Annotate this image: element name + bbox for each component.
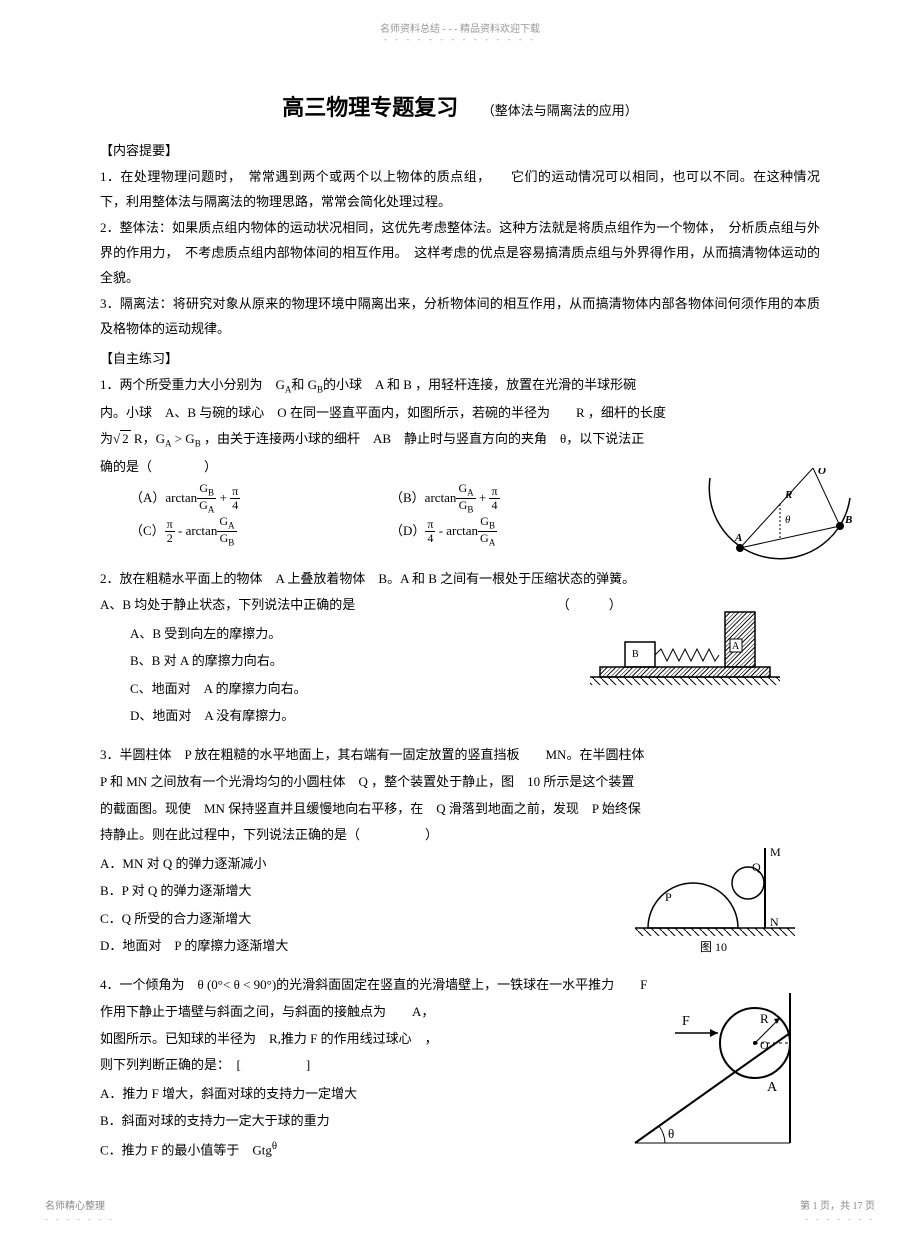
q1-optB-t: （B）arctan: [390, 489, 456, 504]
q1-optA: （A）arctanGBGA + π4: [130, 482, 390, 516]
q1-optD: （D）π4 - arctanGBGA: [390, 515, 650, 549]
q1-t1: 1．两个所受重力大小分别为 G: [100, 377, 285, 392]
question-4: 4．一个倾角为 θ (0°< θ < 90°)的光滑斜面固定在竖直的光滑墙壁上，…: [100, 973, 820, 1163]
q3-figure: P Q M N 图 10: [630, 843, 810, 958]
question-1: 1．两个所受重力大小分别为 GA和 GB的小球 A 和 B ，用轻杆连接，放置在…: [100, 373, 820, 549]
q3-t2: P 和 MN 之间放有一个光滑均匀的小圆柱体 Q ，整个装置处于静止，图 10 …: [100, 770, 820, 795]
q1-t1b: 和 G: [291, 377, 317, 392]
section-content-head: 【内容提要】: [100, 140, 820, 159]
svg-text:A: A: [732, 641, 740, 652]
footer-right: 第 1 页，共 17 页: [800, 1197, 875, 1212]
q1-t3a: 为: [100, 431, 113, 446]
q4-theta-sup: θ: [272, 1140, 277, 1152]
svg-text:P: P: [665, 890, 672, 904]
q1-t2: 内。小球 A、B 与碗的球心 O 在同一竖直平面内，如图所示，若碗的半径为 R …: [100, 401, 820, 426]
svg-text:R: R: [784, 489, 792, 501]
q1-optC: （C）π2 - arctanGAGB: [130, 515, 390, 549]
svg-text:B: B: [844, 514, 852, 526]
q1-optA-t: （A）arctan: [130, 489, 197, 504]
svg-text:θ: θ: [785, 514, 791, 526]
sqrt2: 2: [120, 430, 131, 446]
q2-t1: 2．放在粗糙水平面上的物体 A 上叠放着物体 B。A 和 B 之间有一根处于压缩…: [100, 567, 820, 592]
q1-optB: （B）arctanGAGB + π4: [390, 482, 650, 516]
question-2: 2．放在粗糙水平面上的物体 A 上叠放着物体 B。A 和 B 之间有一根处于压缩…: [100, 567, 820, 730]
svg-text:Q: Q: [752, 860, 761, 874]
gb1: G: [199, 481, 208, 495]
q2-figure: A B: [570, 607, 790, 687]
q4-figure: θ O R F A: [600, 993, 810, 1153]
q1-t3d: ，由关于连接两小球的细杆 AB 静止时与竖直方向的夹角 θ，以下说法正: [201, 431, 645, 446]
page-title: 高三物理专题复习 （整体法与隔离法的应用）: [100, 90, 820, 122]
svg-text:O: O: [760, 1038, 769, 1052]
title-sub: （整体法与隔离法的应用）: [482, 103, 638, 118]
svg-text:A: A: [767, 1080, 778, 1095]
q3-t1: 3．半圆柱体 P 放在粗糙的水平地面上，其右端有一固定放置的竖直挡板 MN。在半…: [100, 743, 820, 768]
footer-left: 名师精心整理: [45, 1197, 105, 1212]
svg-text:θ: θ: [668, 1126, 674, 1141]
svg-text:O: O: [818, 468, 826, 477]
intro-p1: 1．在处理物理问题时， 常常遇到两个或两个以上物体的质点组， 它们的运动情况可以…: [100, 165, 820, 214]
section-practice-head: 【自主练习】: [100, 348, 820, 367]
ga1: G: [199, 498, 208, 512]
footer-dots-right: - - - - - - -: [805, 1215, 875, 1224]
svg-text:M: M: [770, 845, 781, 859]
q3-t3: 的截面图。现使 MN 保持竖直并且缓慢地向右平移，在 Q 滑落到地面之前，发现 …: [100, 797, 820, 822]
q4-optC: C．推力 F 的最小值等于 Gtg: [100, 1142, 272, 1157]
q3-caption: 图 10: [700, 940, 727, 954]
q2-optD: D、地面对 A 没有摩擦力。: [130, 702, 820, 729]
page-content: 高三物理专题复习 （整体法与隔离法的应用） 【内容提要】 1．在处理物理问题时，…: [0, 0, 920, 1223]
q1-t1c: 的小球 A 和 B ，用轻杆连接，放置在光滑的半球形碗: [323, 377, 636, 392]
svg-text:F: F: [682, 1014, 690, 1029]
q1-t3c: > G: [171, 431, 194, 446]
svg-text:N: N: [770, 915, 779, 929]
intro-p2: 2．整体法：如果质点组内物体的运动状况相同，这优先考虑整体法。这种方法就是将质点…: [100, 216, 820, 290]
footer-dots-left: - - - - - - -: [45, 1215, 115, 1224]
q1-t3b: R，G: [131, 431, 165, 446]
title-main: 高三物理专题复习: [282, 95, 458, 120]
svg-text:B: B: [632, 649, 639, 660]
q1-figure: O R θ B A: [695, 468, 860, 563]
intro-p3: 3．隔离法：将研究对象从原来的物理环境中隔离出来，分析物体间的相互作用，从而搞清…: [100, 292, 820, 341]
question-3: 3．半圆柱体 P 放在粗糙的水平地面上，其右端有一固定放置的竖直挡板 MN。在半…: [100, 743, 820, 959]
svg-text:A: A: [734, 532, 742, 544]
svg-text:R: R: [760, 1011, 769, 1026]
